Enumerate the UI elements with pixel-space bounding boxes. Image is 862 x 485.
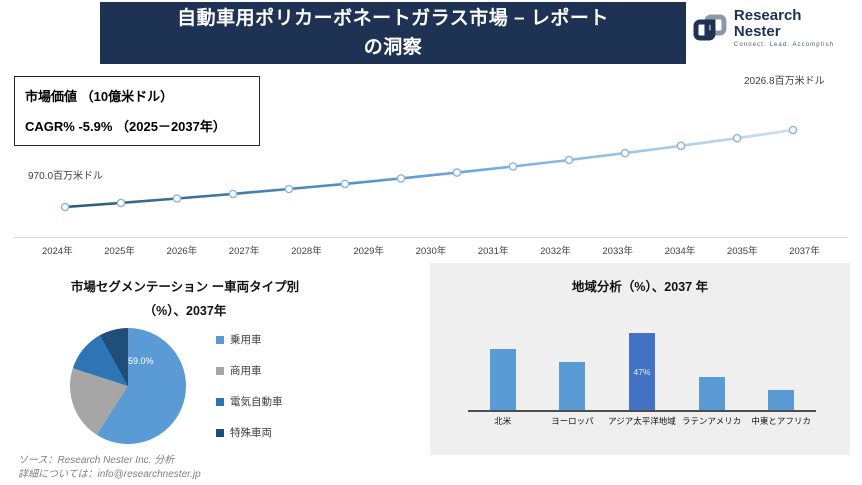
line-data-marker <box>452 168 462 177</box>
x-axis-year-label: 2024年 <box>42 246 73 257</box>
region-bar <box>698 377 725 410</box>
bar-column <box>677 377 747 410</box>
line-data-marker <box>396 174 406 183</box>
line-data-marker <box>788 125 798 135</box>
x-axis-year-label: 2029年 <box>353 246 384 257</box>
regional-analysis-panel: 地域分析（%）、2037 年 47% 北米 ヨーロッパ アジア太平洋地域 ラテンアメリ… <box>430 263 850 455</box>
bar-category-label: 北米 <box>494 416 512 426</box>
vehicle-type-pie-chart: 59.0% <box>70 328 186 444</box>
region-bar <box>768 390 795 410</box>
legend-item: 乗用車 <box>216 332 283 347</box>
pie-slice-value-label: 59.0% <box>128 356 154 366</box>
market-value-info-box: 市場価値 （10億米ドル） CAGR% -5.9% （2025－2037年） <box>14 76 260 146</box>
x-axis-year-label: 2037年 <box>789 246 820 257</box>
line-data-marker <box>172 194 182 203</box>
x-axis-year-label: 2027年 <box>228 246 260 257</box>
line-data-marker <box>116 198 126 208</box>
x-axis-labels: 2024年 2025年 2026年 2027年 2028年 2029年 2030年 2031年… <box>42 243 820 257</box>
legend-swatch <box>216 397 224 406</box>
bar-value-label: 47% <box>633 367 651 377</box>
x-axis-year-label: 2034年 <box>664 246 696 257</box>
legend-label: 特殊車両 <box>230 427 272 439</box>
region-bar <box>489 349 516 410</box>
bar-chart-title: 地域分析（%）、2037 年 <box>571 280 709 294</box>
bar-column: 47% <box>607 333 677 410</box>
legend-swatch <box>216 428 224 437</box>
logo-tagline: Connect. Lead. Accomplish <box>733 42 835 48</box>
x-axis-year-label: 2035年 <box>726 246 758 257</box>
x-axis-line <box>14 237 848 238</box>
logo: Research Nester Connect. Lead. Accomplis… <box>692 8 852 48</box>
line-data-marker <box>564 155 574 165</box>
x-axis-year-label: 2028年 <box>291 246 322 257</box>
x-axis-year-label: 2030年 <box>415 246 447 257</box>
x-axis-year-label: 2025年 <box>104 246 135 257</box>
legend-item: 特殊車両 <box>216 425 283 440</box>
x-axis-year-label: 2031年 <box>477 246 509 257</box>
line-data-marker <box>676 141 686 151</box>
x-axis-year-label: 2032年 <box>540 246 571 257</box>
logo-text: Research Nester Connect. Lead. Accomplis… <box>733 7 852 49</box>
research-nester-logo-icon <box>693 14 727 41</box>
legend-label: 商用車 <box>230 365 262 377</box>
page-title-line2: の洞察 <box>363 37 423 58</box>
contact-note: 詳細については：info@researchnester.jp <box>18 469 201 480</box>
legend-swatch <box>216 335 224 344</box>
pie-chart-title-line2: （%）、2037年 <box>143 304 227 318</box>
bar-category-label: ヨーロッパ <box>551 416 594 426</box>
market-trend-line <box>64 128 794 209</box>
line-data-marker <box>228 189 238 199</box>
bar-axis-line <box>468 410 816 412</box>
x-axis-year-label: 2026年 <box>166 246 198 257</box>
bar-column <box>538 362 608 410</box>
line-data-marker <box>340 179 350 189</box>
line-data-marker <box>60 202 70 212</box>
logo-name: Research Nester <box>733 7 802 40</box>
pie-legend: 乗用車商用車電気自動車特殊車両 <box>216 332 283 456</box>
line-start-value-label: 970.0百万米ドル <box>28 171 104 182</box>
legend-label: 電気自動車 <box>230 396 283 408</box>
bar-category-label: 中東とアフリカ <box>751 416 811 426</box>
region-bar-chart: 47% <box>468 330 816 410</box>
x-axis-year-label: 2033年 <box>602 246 634 257</box>
line-data-marker <box>508 162 518 171</box>
legend-item: 電気自動車 <box>216 394 283 409</box>
line-data-marker <box>732 133 742 143</box>
region-bar <box>559 362 586 410</box>
market-value-line-chart <box>60 125 798 212</box>
line-end-value-label: 2026.8百万米ドル <box>744 76 825 87</box>
cagr-label: CAGR% -5.9% （2025－2037年） <box>25 119 226 134</box>
bar-category-label: ラテンアメリカ <box>682 416 742 426</box>
header-banner: 自動車用ポリカーボネートガラス市場 – レポート の洞察 <box>100 2 686 64</box>
region-bar: 47% <box>628 333 655 410</box>
line-markers-group <box>60 125 798 212</box>
bar-category-label: アジア太平洋地域 <box>608 416 676 426</box>
market-value-label: 市場価値 （10億米ドル） <box>25 89 174 104</box>
bar-column <box>468 349 538 410</box>
bar-category-labels: 北米 ヨーロッパ アジア太平洋地域 ラテンアメリカ 中東とアフリカ <box>468 415 816 427</box>
legend-label: 乗用車 <box>230 334 262 346</box>
legend-item: 商用車 <box>216 363 283 378</box>
line-data-marker <box>620 148 630 158</box>
line-data-marker <box>284 184 294 194</box>
legend-swatch <box>216 366 224 375</box>
bar-column <box>746 390 816 410</box>
source-note: ソース：Research Nester Inc. 分析 <box>18 455 175 466</box>
pie-chart-title-line1: 市場セグメンテーション ー車両タイプ別 <box>70 280 300 294</box>
page-title-line1: 自動車用ポリカーボネートガラス市場 – レポート <box>177 8 609 29</box>
